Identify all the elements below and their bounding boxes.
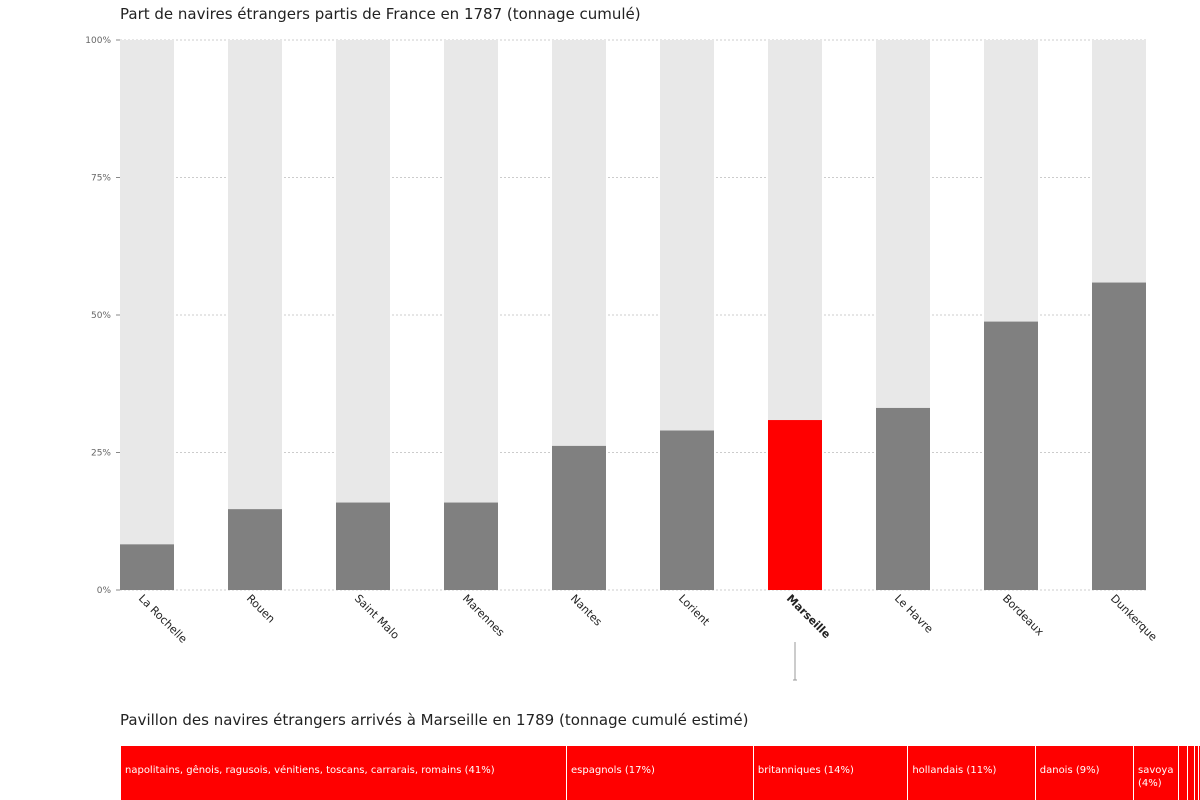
- y-tick-label: 25%: [91, 449, 111, 459]
- treemap-cell: [1178, 746, 1188, 800]
- treemap-cell-label: savoya (4%): [1138, 765, 1174, 789]
- x-tick-label: Marseille: [784, 592, 833, 641]
- treemap-cell: [1197, 746, 1200, 800]
- bar: [660, 430, 714, 590]
- treemap-title: Pavillon des navires étrangers arrivés à…: [120, 711, 749, 729]
- bar: [1092, 282, 1146, 590]
- x-tick-label: Lorient: [676, 592, 713, 629]
- x-tick-label: Bordeaux: [1000, 592, 1047, 639]
- bar-background: [336, 40, 390, 590]
- bar: [120, 544, 174, 590]
- bar: [552, 445, 606, 590]
- y-tick-label: 100%: [85, 36, 111, 46]
- treemap-cell: savoya (4%): [1133, 746, 1179, 800]
- x-tick-label: Le Havre: [892, 592, 936, 636]
- bar: [228, 509, 282, 590]
- chart-title: Part de navires étrangers partis de Fran…: [120, 5, 641, 23]
- x-tick-label: Saint Malo: [352, 592, 402, 642]
- y-tick-label: 75%: [91, 174, 111, 184]
- treemap-cell-label: danois (9%): [1039, 765, 1100, 776]
- bar-background: [120, 40, 174, 590]
- x-tick-label: Nantes: [568, 592, 605, 629]
- treemap-cell-label: hollandais (11%): [912, 765, 997, 776]
- treemap-cell: espagnols (17%): [566, 746, 753, 800]
- bar-chart: 0% 25% 50% 75% 100% La Rochelle Rouen Saint Mal…: [85, 36, 1160, 681]
- bar-background: [444, 40, 498, 590]
- treemap-cell: [1193, 746, 1198, 800]
- bar: [336, 502, 390, 590]
- bar: [444, 502, 498, 590]
- bar: [984, 321, 1038, 590]
- treemap-cell: danois (9%): [1034, 746, 1134, 800]
- y-tick-label: 0%: [97, 586, 112, 596]
- x-tick-label: La Rochelle: [136, 592, 190, 646]
- y-tick-label: 50%: [91, 311, 111, 321]
- treemap: napolitains, gênois, ragusois, vénitiens…: [120, 746, 1200, 800]
- x-tick-label: Marennes: [460, 592, 507, 639]
- treemap-cell-label: espagnols (17%): [571, 765, 655, 776]
- bar-highlight: [768, 420, 822, 590]
- treemap-cell: napolitains, gênois, ragusois, vénitiens…: [120, 746, 567, 800]
- treemap-cell-label: britanniques (14%): [757, 765, 854, 776]
- x-tick-label: Rouen: [244, 592, 278, 626]
- treemap-cell: hollandais (11%): [907, 746, 1035, 800]
- treemap-cell-label: napolitains, gênois, ragusois, vénitiens…: [125, 765, 495, 776]
- x-tick-label: Dunkerque: [1108, 592, 1160, 644]
- treemap-cell: britanniques (14%): [752, 746, 908, 800]
- bar: [876, 407, 930, 590]
- bar-background: [228, 40, 282, 590]
- treemap-cell: [1187, 746, 1194, 800]
